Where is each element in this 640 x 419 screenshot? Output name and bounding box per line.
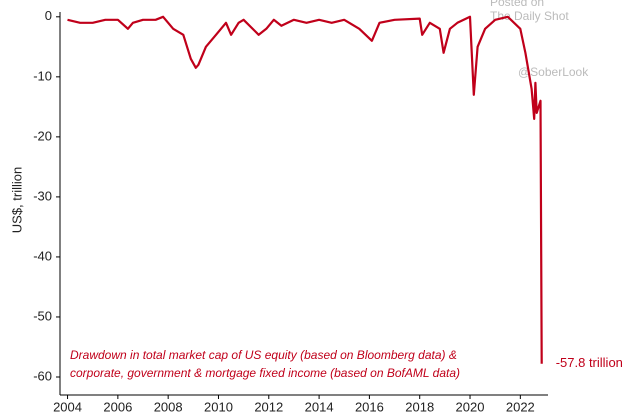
y-tick-label: -10 — [33, 68, 52, 83]
watermark: The Daily Shot — [490, 9, 569, 23]
x-tick-label: 2014 — [305, 399, 334, 414]
watermark: @SoberLook — [518, 65, 589, 79]
x-tick-label: 2020 — [456, 399, 485, 414]
x-tick-label: 2016 — [355, 399, 384, 414]
watermark: Posted on — [490, 0, 544, 9]
x-tick-label: 2010 — [204, 399, 233, 414]
y-tick-label: -60 — [33, 368, 52, 383]
y-tick-label: -40 — [33, 248, 52, 263]
x-tick-label: 2006 — [103, 399, 132, 414]
data-line — [67, 15, 543, 364]
x-tick-label: 2008 — [154, 399, 183, 414]
annotation: Drawdown in total market cap of US equit… — [70, 348, 457, 362]
y-tick-label: -20 — [33, 128, 52, 143]
y-axis-label: US$, trillion — [9, 167, 24, 233]
x-tick-label: 2004 — [53, 399, 82, 414]
x-tick-label: 2018 — [405, 399, 434, 414]
y-tick-label: 0 — [45, 8, 52, 23]
y-tick-label: -50 — [33, 308, 52, 323]
annotation: corporate, government & mortgage fixed i… — [70, 366, 460, 380]
x-tick-label: 2022 — [506, 399, 535, 414]
value-label: -57.8 trillion — [556, 355, 623, 370]
x-tick-label: 2012 — [254, 399, 283, 414]
y-tick-label: -30 — [33, 188, 52, 203]
